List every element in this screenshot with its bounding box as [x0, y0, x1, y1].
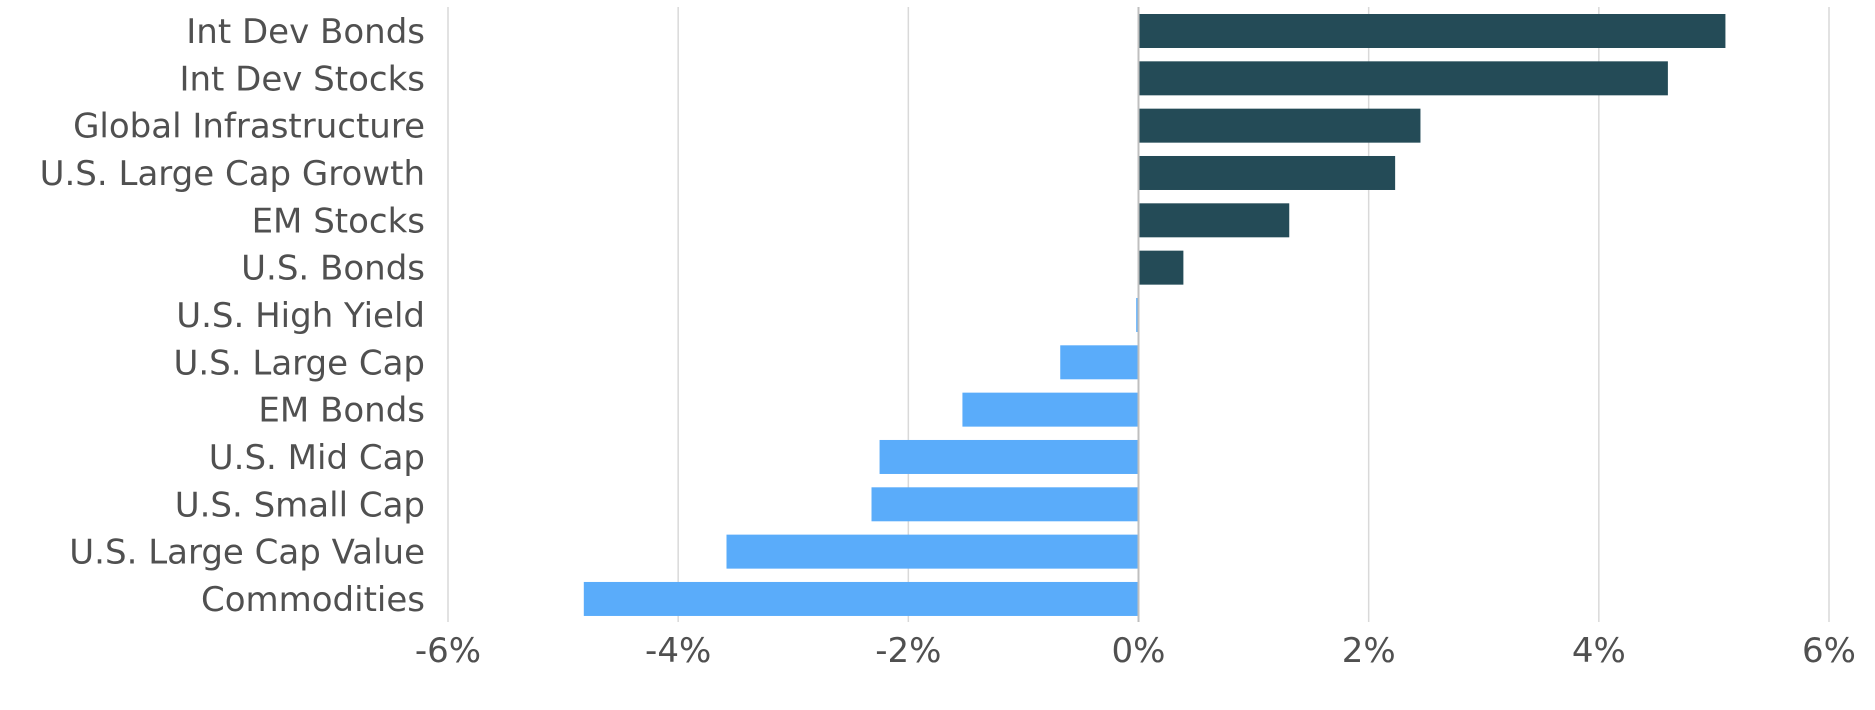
category-label: U.S. Large Cap Value [69, 533, 425, 573]
x-tick-labels: -6% -4% -2% 0% 2% 4% 6% [415, 631, 1856, 671]
category-label: Commodities [201, 580, 425, 620]
category-label: U.S. High Yield [176, 296, 425, 336]
bar-commodities [583, 581, 1139, 616]
bar-u-s-large-cap-value [726, 534, 1139, 569]
x-tick-label: -4% [645, 631, 711, 671]
x-tick-label: -6% [415, 631, 481, 671]
x-tick-label: 0% [1112, 631, 1166, 671]
bar-u-s-bonds [1138, 250, 1184, 285]
bar-u-s-large-cap [1060, 345, 1139, 380]
bar-u-s-small-cap [871, 487, 1139, 522]
bar-int-dev-bonds [1138, 14, 1726, 48]
category-label: U.S. Mid Cap [209, 438, 425, 478]
category-labels: Int Dev Bonds Int Dev Stocks Global Infras… [40, 12, 425, 620]
category-label: U.S. Bonds [241, 249, 425, 289]
category-label: U.S. Large Cap Growth [40, 154, 425, 194]
bar-em-stocks [1138, 203, 1290, 238]
x-tick-label: -2% [875, 631, 941, 671]
bars [583, 14, 1726, 616]
category-label: U.S. Large Cap [173, 343, 425, 383]
x-tick-label: 6% [1802, 631, 1856, 671]
x-tick-label: 2% [1342, 631, 1396, 671]
category-label: U.S. Small Cap [175, 485, 425, 525]
x-tick-label: 4% [1572, 631, 1626, 671]
category-label: EM Bonds [258, 391, 425, 431]
category-label: EM Stocks [252, 201, 425, 241]
bar-u-s-large-cap-growth [1138, 155, 1396, 190]
bar-global-infrastructure [1138, 108, 1421, 143]
bar-int-dev-stocks [1138, 61, 1668, 96]
bar-u-s-high-yield [1136, 297, 1139, 332]
category-label: Int Dev Bonds [186, 12, 425, 52]
category-label: Global Infrastructure [73, 107, 425, 147]
bar-em-bonds [962, 392, 1139, 427]
category-label: Int Dev Stocks [179, 59, 425, 99]
bar-u-s-mid-cap [879, 439, 1139, 474]
